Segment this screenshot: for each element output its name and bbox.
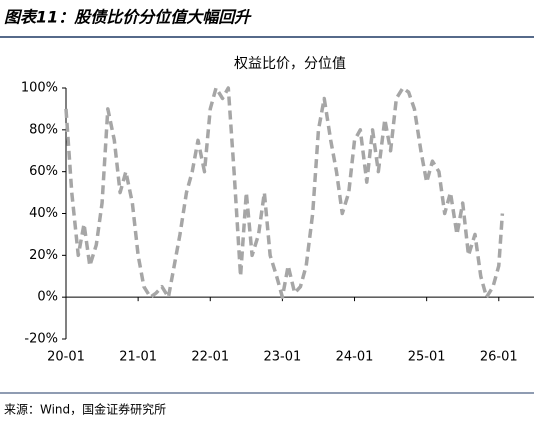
- x-tick-label: 23-01: [264, 350, 302, 365]
- y-tick-label: -20%: [24, 332, 58, 347]
- y-tick-label: 0%: [37, 290, 58, 305]
- chart-title: 图表11：股债比价分位值大幅回升: [4, 8, 252, 27]
- y-tick-label: 60%: [29, 164, 58, 179]
- line-series: [64, 86, 505, 299]
- y-tick-label: 80%: [29, 122, 58, 137]
- series-label: 权益比价，分位值: [234, 56, 346, 72]
- y-tick-label: 40%: [29, 206, 58, 221]
- y-tick-label: 100%: [21, 81, 58, 96]
- x-tick-label: 26-01: [480, 350, 518, 365]
- x-tick-label: 20-01: [47, 350, 85, 365]
- y-tick-label: 20%: [29, 248, 58, 263]
- x-tick-label: 21-01: [119, 350, 157, 365]
- x-tick-label: 24-01: [336, 350, 374, 365]
- x-tick-label: 22-01: [191, 350, 229, 365]
- x-tick-label: 25-01: [408, 350, 446, 365]
- source: 来源：Wind，国金证券研究所: [4, 402, 166, 417]
